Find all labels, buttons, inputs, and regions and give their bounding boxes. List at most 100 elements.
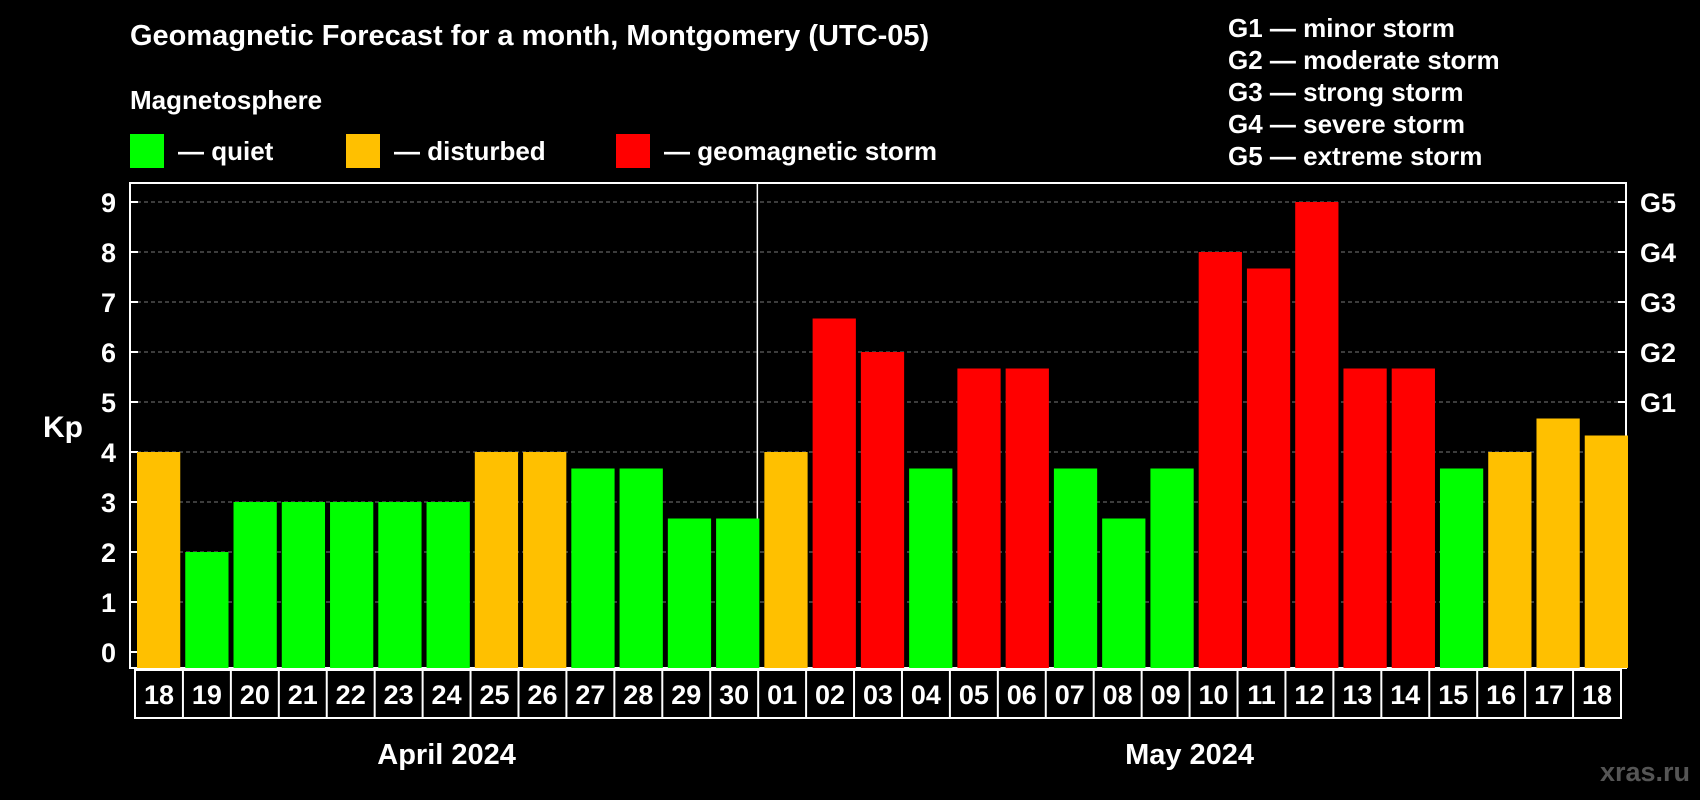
g-axis-label-g3: G3 — [1640, 288, 1676, 318]
bar-23-storm — [1246, 268, 1291, 668]
date-label-7: 25 — [479, 680, 509, 710]
date-label-17: 05 — [959, 680, 989, 710]
y-tick-label-4: 4 — [101, 438, 116, 468]
legend-swatch-quiet — [130, 134, 164, 168]
date-label-30: 18 — [1582, 680, 1612, 710]
y-tick-label-8: 8 — [101, 238, 116, 268]
bar-9-quiet — [571, 468, 615, 668]
date-label-28: 16 — [1486, 680, 1516, 710]
legend-item-quiet: — quiet — [130, 134, 273, 168]
bar-1-quiet — [185, 552, 229, 668]
bar-28-disturbed — [1488, 452, 1532, 668]
date-label-3: 21 — [288, 680, 318, 710]
bar-26-storm — [1391, 368, 1435, 668]
date-label-19: 07 — [1055, 680, 1085, 710]
bar-5-quiet — [378, 502, 422, 668]
bar-25-storm — [1343, 368, 1387, 668]
bar-11-quiet — [667, 518, 712, 668]
legend-item-disturbed: — disturbed — [346, 134, 546, 168]
y-tick-label-2: 2 — [101, 538, 116, 568]
date-label-15: 03 — [863, 680, 893, 710]
date-label-8: 26 — [527, 680, 557, 710]
legend-item-storm: — geomagnetic storm — [616, 134, 937, 168]
bar-18-storm — [1005, 368, 1049, 668]
date-label-4: 22 — [336, 680, 366, 710]
date-label-5: 23 — [384, 680, 414, 710]
y-tick-label-1: 1 — [101, 588, 116, 618]
date-label-10: 28 — [623, 680, 653, 710]
legend-label-storm: — geomagnetic storm — [664, 135, 938, 166]
legend-swatch-disturbed — [346, 134, 380, 168]
g-scale-item-g5: G5 — extreme storm — [1228, 141, 1483, 171]
y-tick-label-7: 7 — [101, 288, 116, 318]
g-scale-legend: G1 — minor storm G2 — moderate storm G3 … — [1228, 12, 1500, 172]
bar-24-storm — [1295, 202, 1339, 668]
legend-label-quiet: — quiet — [178, 135, 274, 166]
bar-13-disturbed — [764, 452, 808, 668]
bar-2-quiet — [233, 502, 277, 668]
date-label-21: 09 — [1151, 680, 1181, 710]
date-label-18: 06 — [1007, 680, 1037, 710]
date-label-25: 13 — [1342, 680, 1372, 710]
bar-17-storm — [957, 368, 1001, 668]
date-label-26: 14 — [1390, 680, 1420, 710]
bar-10-quiet — [619, 468, 663, 668]
date-label-13: 01 — [767, 680, 797, 710]
legend-swatch-storm — [616, 134, 650, 168]
g-scale-item-g4: G4 — severe storm — [1228, 109, 1466, 139]
g-axis-label-g5: G5 — [1640, 188, 1676, 218]
bar-15-storm — [860, 352, 905, 668]
y-axis-label: Kp — [43, 411, 83, 444]
y-tick-label-0: 0 — [101, 638, 116, 668]
date-label-2: 20 — [240, 680, 270, 710]
date-label-29: 17 — [1534, 680, 1564, 710]
date-row-frame — [134, 669, 1622, 719]
g-axis-label-g4: G4 — [1640, 238, 1676, 268]
y-tick-label-9: 9 — [101, 188, 116, 218]
bar-20-quiet — [1102, 518, 1146, 668]
date-label-6: 24 — [432, 680, 462, 710]
bar-7-disturbed — [474, 452, 519, 668]
bar-3-quiet — [281, 502, 326, 668]
date-label-12: 30 — [719, 680, 749, 710]
date-label-27: 15 — [1438, 680, 1468, 710]
bar-21-quiet — [1150, 468, 1194, 668]
bar-16-quiet — [909, 468, 953, 668]
y-tick-label-3: 3 — [101, 488, 116, 518]
date-label-11: 29 — [671, 680, 701, 710]
bar-8-disturbed — [523, 452, 567, 668]
bar-22-storm — [1198, 252, 1242, 668]
date-label-0: 18 — [144, 680, 174, 710]
g-axis-label-g1: G1 — [1640, 388, 1676, 418]
month-label-1: May 2024 — [1125, 739, 1254, 771]
bar-14-storm — [812, 318, 856, 668]
g-scale-item-g3: G3 — strong storm — [1228, 77, 1464, 107]
date-label-23: 11 — [1247, 680, 1276, 710]
month-label-0: April 2024 — [377, 739, 516, 771]
date-label-20: 08 — [1103, 680, 1133, 710]
g-scale-item-g2: G2 — moderate storm — [1228, 45, 1500, 75]
g-axis-label-g2: G2 — [1640, 338, 1676, 368]
watermark: xras.ru — [1599, 757, 1690, 787]
bar-4-quiet — [330, 502, 374, 668]
date-label-22: 10 — [1199, 680, 1229, 710]
legend-subtitle: Magnetosphere — [130, 85, 323, 115]
date-label-24: 12 — [1294, 680, 1324, 710]
bar-6-quiet — [426, 502, 470, 668]
legend-label-disturbed: — disturbed — [394, 135, 546, 166]
bar-30-disturbed — [1584, 435, 1628, 668]
g-scale-item-g1: G1 — minor storm — [1228, 13, 1455, 43]
chart-title: Geomagnetic Forecast for a month, Montgo… — [130, 20, 930, 52]
date-label-9: 27 — [575, 680, 605, 710]
bar-12-quiet — [716, 518, 760, 668]
bar-19-quiet — [1053, 468, 1098, 668]
bar-29-disturbed — [1536, 418, 1580, 668]
date-label-16: 04 — [911, 680, 941, 710]
y-tick-label-5: 5 — [101, 388, 116, 418]
date-label-1: 19 — [192, 680, 222, 710]
y-tick-label-6: 6 — [101, 338, 116, 368]
date-label-14: 02 — [815, 680, 845, 710]
bar-27-quiet — [1439, 468, 1484, 668]
bar-0-disturbed — [137, 452, 181, 668]
